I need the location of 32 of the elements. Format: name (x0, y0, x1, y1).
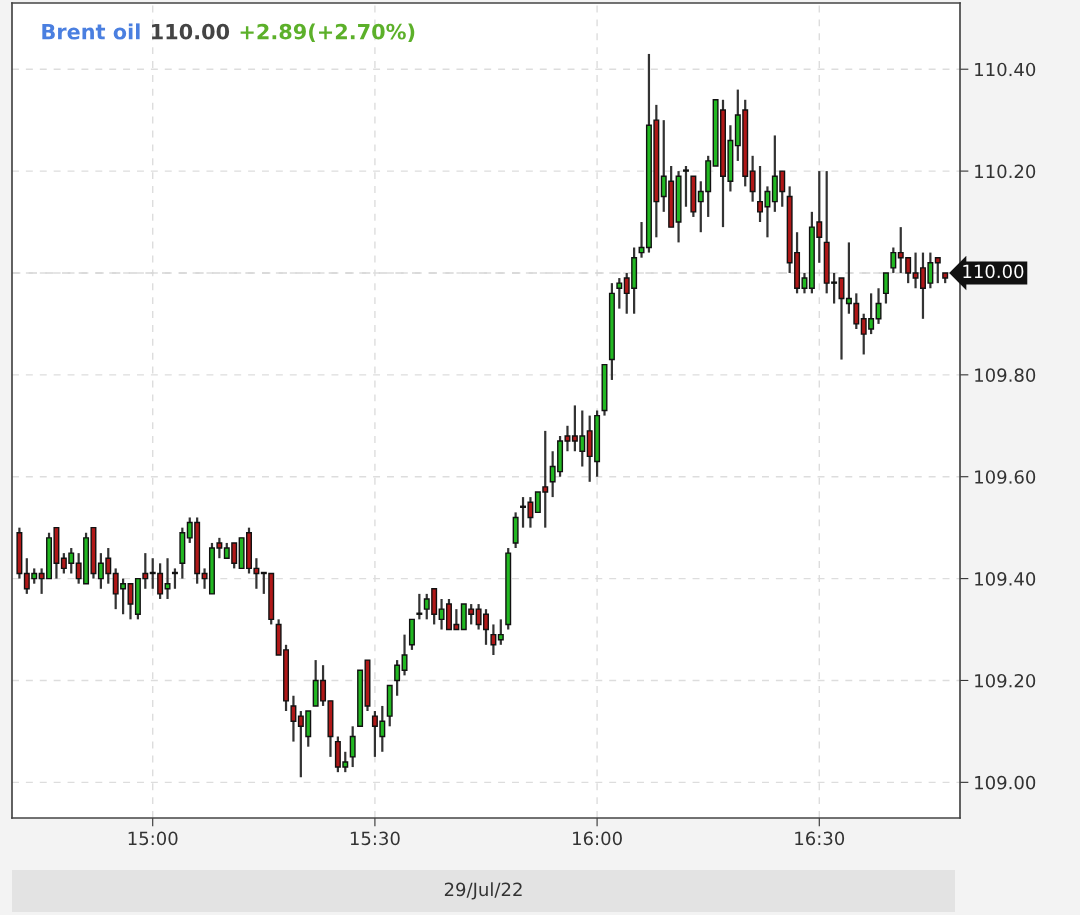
annotation: 110.00 (152, 23, 230, 40)
candlestick (349, 725, 356, 769)
ref-line-label: 110.00 (963, 264, 1024, 279)
x-axis-title: 29/Jul/22 (444, 882, 522, 900)
x-tick-label: 15:00 (128, 831, 178, 846)
candlestick (934, 256, 941, 285)
y-tick-label: 110.40 (975, 62, 1036, 77)
candlestick (171, 567, 178, 590)
candlestick (682, 164, 689, 208)
candlestick (416, 592, 423, 621)
candlestick (290, 694, 297, 743)
candlestick (890, 246, 897, 275)
y-tick-label: 109.60 (975, 470, 1036, 484)
y-tick-label: 109.40 (975, 572, 1036, 586)
y-tick-label: 110.20 (975, 164, 1036, 179)
y-tick-label: 109.00 (975, 775, 1036, 790)
annotation: +2.89(+2.70%) (240, 23, 415, 42)
candlestick (875, 287, 882, 326)
y-tick-label: 109.20 (975, 673, 1036, 688)
y-tick-label: 109.80 (975, 368, 1036, 382)
candlestick (401, 633, 408, 677)
candlestick (490, 623, 497, 657)
candlestick (394, 658, 401, 697)
x-tick-label: 16:30 (795, 831, 845, 846)
candlestick (882, 271, 889, 305)
candlestick (749, 154, 756, 203)
candlestick (497, 618, 504, 646)
x-tick-label: 15:30 (350, 831, 400, 846)
candlestick (616, 276, 623, 310)
text: Brent oil (42, 23, 140, 40)
x-tick-label: 16:00 (573, 831, 622, 846)
candlestick (164, 557, 171, 601)
